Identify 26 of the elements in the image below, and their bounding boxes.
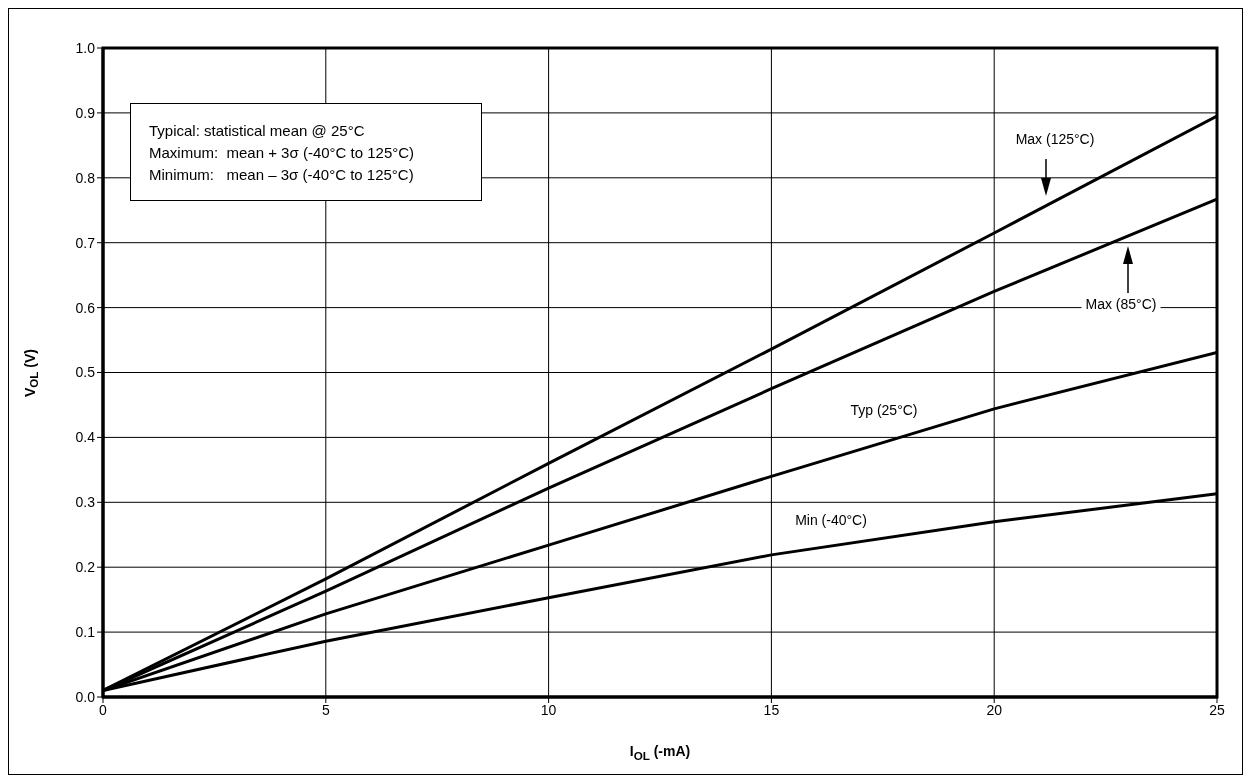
x-tick-label: 0: [99, 701, 108, 718]
y-tick-label: 1.0: [75, 39, 96, 56]
annotation: Minimum: mean – 3σ (-40°C to 125°C): [149, 165, 415, 185]
annotation: Max (85°C): [1081, 296, 1161, 312]
x-tick-label: 5: [321, 701, 330, 718]
y-tick-label: 0.5: [75, 364, 96, 381]
x-tick-label: 20: [986, 701, 1003, 718]
annotation: Typ (25°C): [849, 402, 919, 418]
text-box: Typical: statistical mean @ 25°C Maximum: mean + 3σ (-40°C to 125°C) Minimum: mean – 3σ (-40°C to 125°C): [130, 103, 482, 201]
y-tick-label: 0.0: [75, 688, 96, 705]
y-tick-label: 0.8: [75, 169, 96, 186]
y-tick-label: 0.9: [75, 104, 96, 121]
x-axis-title: I$_{OL}$ (-mA): [629, 743, 691, 762]
annotation: Min (-40°C): [794, 512, 868, 528]
y-tick-label: 0.2: [75, 559, 96, 576]
annotation: Max (125°C): [1011, 131, 1099, 147]
y-tick-label: 0.7: [75, 234, 96, 251]
annotation: Maximum: mean + 3σ (-40°C to 125°C): [149, 143, 416, 163]
y-tick-label: 0.1: [75, 624, 96, 641]
x-tick-label: 15: [763, 701, 780, 718]
x-tick-label: 25: [1209, 701, 1225, 718]
annotation: Typical: statistical mean @ 25°C: [149, 121, 366, 141]
y-tick-label: 0.6: [75, 299, 96, 316]
y-tick-label: 0.4: [75, 429, 96, 446]
y-tick-label: 0.3: [75, 494, 96, 511]
x-tick-label: 10: [540, 701, 557, 718]
